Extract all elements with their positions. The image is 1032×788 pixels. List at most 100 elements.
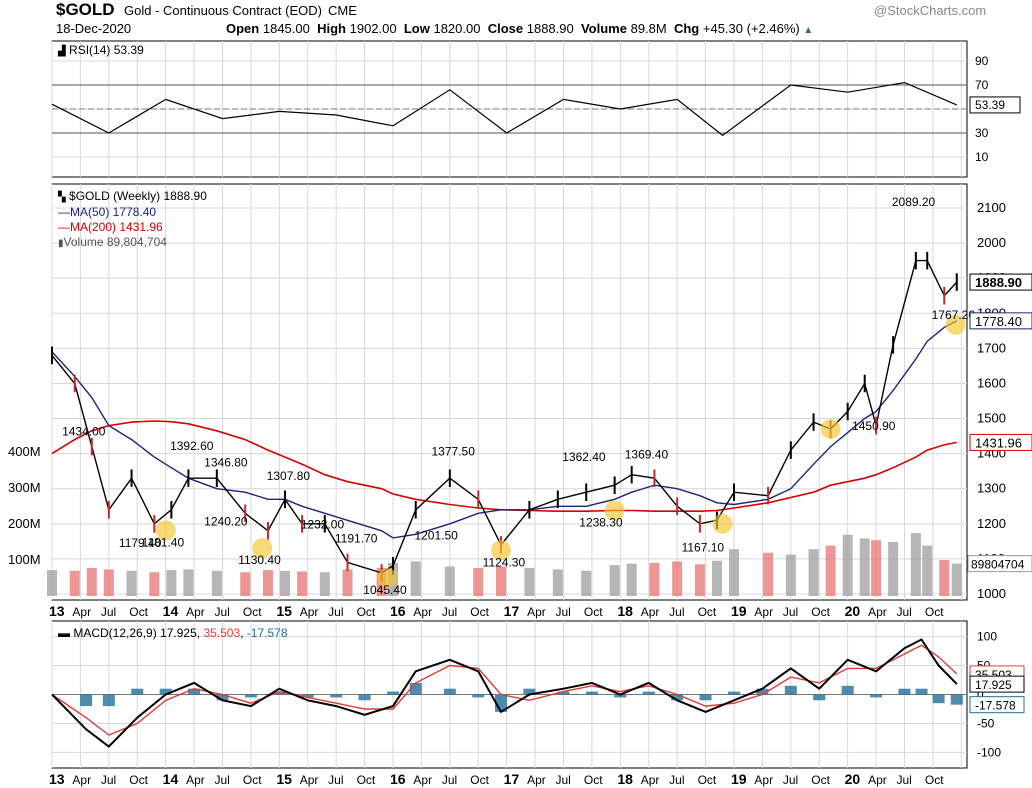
volume-bar xyxy=(859,538,870,596)
rsi-legend-label: RSI(14) 53.39 xyxy=(69,43,144,57)
price-annotation: 1238.30 xyxy=(579,515,623,529)
price-annotation: 1450.90 xyxy=(852,419,896,433)
macd-legend-value: 17.925 xyxy=(160,626,197,640)
volume-bar xyxy=(280,570,291,596)
price-annotation: 1434.00 xyxy=(62,425,106,439)
price-tag: 1431.96 xyxy=(975,435,1022,450)
support-highlight xyxy=(820,419,841,440)
macd-x-tick-label: Oct xyxy=(470,773,489,787)
chg-label: Chg xyxy=(673,21,700,36)
signal-legend-value: 35.503 xyxy=(203,626,241,640)
macd-hist-bar xyxy=(642,691,655,695)
volume-bar xyxy=(342,569,353,596)
macd-x-tick-label: Jul xyxy=(555,773,570,787)
price-title: $GOLD (Weekly) 1888.90 xyxy=(69,189,207,203)
macd-tick-label: -100 xyxy=(977,745,1001,759)
macd-hist-bar xyxy=(932,694,945,704)
price-annotation: 1045.40 xyxy=(363,583,407,597)
volume-bar xyxy=(672,561,683,596)
price-tick-label: 1200 xyxy=(977,516,1006,531)
volume-legend: Volume 89,804,704 xyxy=(63,235,167,249)
volume-bar xyxy=(871,540,882,596)
price-tag-box xyxy=(969,433,1032,451)
price-annotation: 1232.00 xyxy=(301,518,345,532)
price-annotation: 1392.60 xyxy=(170,439,214,453)
close-label: Close xyxy=(487,21,524,36)
volume-label: Volume xyxy=(580,21,627,36)
support-highlight xyxy=(604,500,625,521)
volume-bar xyxy=(785,554,796,596)
volume-tick-label: 200M xyxy=(8,516,41,531)
symbol-title: $GOLD xyxy=(56,0,115,19)
macd-x-tick-label: Apr xyxy=(527,773,546,787)
macd-hist-bar xyxy=(330,694,343,698)
macd-x-tick-label: 13 xyxy=(49,771,65,787)
macd-hist-bar xyxy=(216,694,229,701)
volume-bar xyxy=(825,545,836,596)
price-tick-label: 1600 xyxy=(977,375,1006,390)
support-highlight xyxy=(490,540,511,561)
macd-x-tick-label: Jul xyxy=(442,773,457,787)
macd-x-tick-label: 20 xyxy=(845,771,861,787)
low-value: 1820.00 xyxy=(433,21,481,36)
price-x-tick-label: Apr xyxy=(72,605,91,619)
macd-x-tick-label: Apr xyxy=(300,773,319,787)
price-annotation: 1767.20 xyxy=(932,308,976,322)
volume-bar xyxy=(166,570,177,596)
macd-hist-bar xyxy=(671,694,684,701)
price-annotation: 1167.10 xyxy=(682,540,725,554)
volume-bar xyxy=(211,570,222,596)
volume-bar xyxy=(808,549,819,596)
price-x-tick-label: 13 xyxy=(49,603,65,619)
volume-bar xyxy=(240,572,251,596)
volume-bar xyxy=(69,570,80,596)
volume-tag-box xyxy=(967,555,1032,573)
macd-x-tick-label: Apr xyxy=(868,773,887,787)
macd-line-icon: ▬ xyxy=(58,626,70,640)
macd-hist-bar xyxy=(784,685,797,695)
macd-hist-bar xyxy=(273,691,286,695)
macd-tick-label: -50 xyxy=(977,716,995,730)
macd-x-tick-label: 15 xyxy=(276,771,292,787)
rsi-line xyxy=(51,81,958,137)
volume-bar xyxy=(649,562,660,596)
hist-legend-value: -17.578 xyxy=(246,626,288,640)
macd-hist-bar xyxy=(585,691,598,695)
volume-tick-label: 400M xyxy=(8,444,41,459)
rsi-value-tag-box xyxy=(969,96,1021,114)
price-x-tick-label: Oct xyxy=(584,605,603,619)
macd-hist-bar xyxy=(472,694,485,698)
price-tag-box xyxy=(969,273,1032,291)
price-x-tick-label: Oct xyxy=(129,605,148,619)
rsi-tick-label: 90 xyxy=(975,54,989,68)
macd-line xyxy=(51,638,958,748)
volume-bar xyxy=(126,570,137,596)
macd-hist-bar xyxy=(358,694,371,701)
macd-hist-bar xyxy=(523,688,536,695)
volume-bar xyxy=(410,561,421,596)
volume-bar xyxy=(262,570,273,596)
ma50-legend: MA(50) 1778.40 xyxy=(70,205,157,219)
volume-bar xyxy=(552,569,563,596)
macd-hist-bar xyxy=(188,688,201,695)
macd-hist-bar xyxy=(409,682,422,695)
macd-hist-bar xyxy=(557,691,570,695)
volume-value: 89.8M xyxy=(630,21,667,36)
macd-x-tick-label: Jul xyxy=(783,773,798,787)
rsi-tick-label: 30 xyxy=(975,126,989,140)
price-x-tick-label: Jul xyxy=(669,605,684,619)
price-x-tick-label: Jul xyxy=(783,605,798,619)
volume-tag: 89804704 xyxy=(971,558,1025,572)
volume-bar xyxy=(888,542,899,596)
volume-bar xyxy=(951,563,962,596)
price-x-tick-label: 19 xyxy=(731,603,747,619)
panel-price xyxy=(51,183,968,601)
price-x-tick-label: Oct xyxy=(357,605,376,619)
price-tick-label: 2000 xyxy=(977,235,1006,250)
volume-bar xyxy=(626,563,637,596)
macd-x-tick-label: 18 xyxy=(617,771,633,787)
price-annotation: 1362.40 xyxy=(562,450,606,464)
price-x-tick-label: Apr xyxy=(300,605,319,619)
macd-hist-bar xyxy=(898,688,911,695)
macd-x-tick-label: Jul xyxy=(328,773,343,787)
